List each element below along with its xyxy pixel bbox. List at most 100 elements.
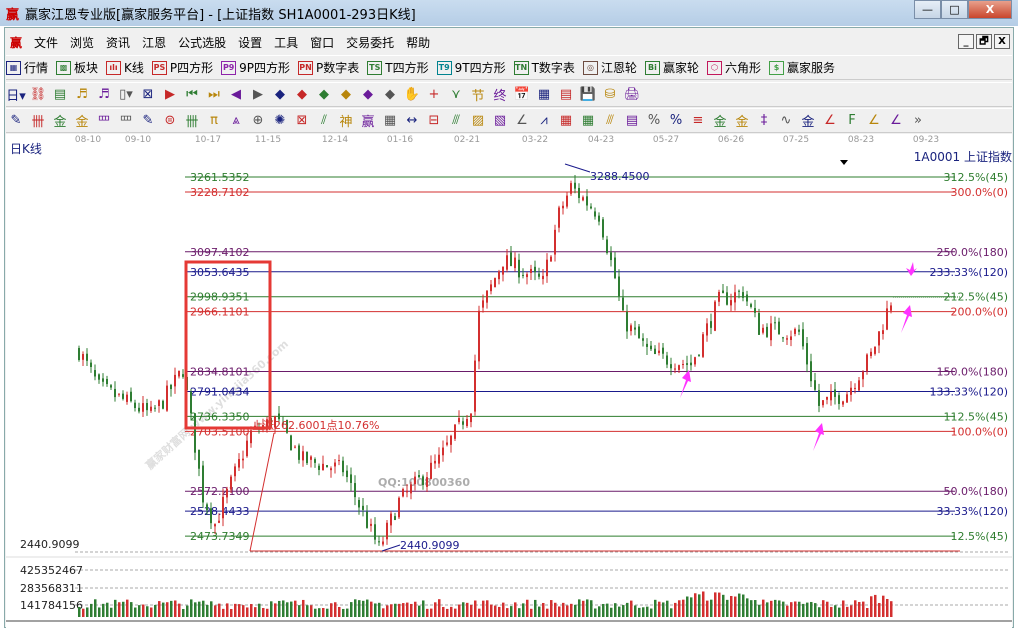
tool-icon[interactable]: + [428, 87, 440, 102]
tool-icon[interactable]: ▦ [537, 87, 551, 102]
tool-icon[interactable]: ⏭ [208, 87, 220, 102]
tool-icon[interactable]: 日▾ [6, 89, 26, 104]
tool-icon[interactable]: ◆ [363, 87, 373, 102]
tool-icon[interactable]: ⊜ [164, 113, 176, 128]
tool-icon[interactable]: ✎ [142, 113, 154, 128]
mdi-minimize-button[interactable]: _ [958, 34, 974, 49]
menu-item[interactable]: 设置 [238, 35, 263, 50]
toolbar-button[interactable]: PS P四方形 [151, 59, 213, 76]
mdi-restore-button[interactable]: 🗗 [976, 34, 992, 49]
tool-icon[interactable]: 罒 [97, 115, 111, 130]
toolbar-button[interactable]: Bi 赢家轮 [644, 59, 699, 76]
tool-icon[interactable]: ◆ [275, 87, 285, 102]
tool-icon[interactable]: 罒 [119, 115, 133, 130]
tool-icon[interactable]: ⏮ [186, 87, 198, 102]
tool-icon[interactable]: ⩓ [232, 113, 240, 128]
tool-icon[interactable]: ◆ [341, 87, 351, 102]
tool-icon[interactable]: ⋎ [451, 87, 461, 102]
mdi-close-button[interactable]: X [994, 34, 1010, 49]
menu-item[interactable]: 帮助 [406, 35, 431, 50]
tool-icon[interactable]: ▶ [165, 87, 175, 102]
tool-icon[interactable]: ⊟ [428, 113, 440, 128]
chart-area[interactable] [6, 134, 1012, 628]
tool-icon[interactable]: π [210, 113, 218, 128]
tool-icon[interactable]: 卌 [185, 115, 199, 130]
tool-icon[interactable]: ∠ [516, 113, 528, 128]
menu-item[interactable]: 江恩 [142, 35, 167, 50]
close-button[interactable]: X [968, 0, 1012, 19]
tool-icon[interactable]: 金 [75, 115, 89, 130]
tool-icon[interactable]: ‡ [760, 113, 768, 128]
tool-icon[interactable]: 金 [801, 115, 815, 130]
tool-icon[interactable]: ▦ [383, 113, 397, 128]
toolbar-button[interactable]: ⬡ 六角形 [706, 59, 761, 76]
tool-icon[interactable]: 终 [493, 89, 507, 104]
tool-icon[interactable]: 赢 [361, 115, 375, 130]
menu-item[interactable]: 工具 [274, 35, 299, 50]
tool-icon[interactable]: » [914, 113, 922, 128]
tool-icon[interactable]: ▨ [471, 113, 485, 128]
menu-item[interactable]: 文件 [34, 35, 59, 50]
tool-icon[interactable]: ∠ [868, 113, 880, 128]
menu-item[interactable]: 浏览 [70, 35, 95, 50]
tool-icon[interactable]: ✎ [10, 113, 22, 128]
tool-icon[interactable]: ⊠ [142, 87, 154, 102]
tool-icon[interactable]: ✋ [403, 87, 421, 102]
toolbar-button[interactable]: TN T数字表 [513, 59, 575, 76]
toolbar-button[interactable]: ◎ 江恩轮 [582, 59, 637, 76]
tool-icon[interactable]: ⩘ [540, 113, 548, 128]
minimize-button[interactable]: — [914, 0, 941, 19]
tool-icon[interactable]: 🖨 [623, 87, 641, 102]
tool-icon[interactable]: % [669, 113, 683, 128]
tool-icon[interactable]: ◆ [297, 87, 307, 102]
toolbar-button[interactable]: ▩ 板块 [56, 59, 98, 76]
tool-icon[interactable]: 神 [339, 115, 353, 130]
menu-item[interactable]: 交易委托 [346, 35, 395, 50]
toolbar-button[interactable]: PN P数字表 [298, 59, 359, 76]
tool-icon[interactable]: ▦ [559, 113, 573, 128]
tool-icon[interactable]: ⛓ [29, 87, 47, 102]
tool-icon[interactable]: ▶ [253, 87, 263, 102]
menu-item[interactable]: 窗口 [310, 35, 335, 50]
tool-icon[interactable]: 📅 [513, 87, 531, 102]
tool-icon[interactable]: ≡ [692, 113, 704, 128]
maximize-button[interactable]: □ [941, 0, 968, 19]
toolbar-button[interactable]: $ 赢家服务 [768, 59, 835, 76]
tool-icon[interactable]: 金 [53, 115, 67, 130]
tool-icon[interactable]: 节 [471, 89, 485, 104]
tool-icon[interactable]: ↔ [406, 113, 418, 128]
menu-item[interactable]: 资讯 [106, 35, 131, 50]
tool-icon[interactable]: ⫽ [321, 113, 327, 128]
tool-icon[interactable]: 金 [713, 115, 727, 130]
tool-icon[interactable]: ✺ [274, 113, 286, 128]
tool-icon[interactable]: ∠ [824, 113, 836, 128]
toolbar-button[interactable]: P9 9P四方形 [221, 59, 290, 76]
tool-icon[interactable]: ▦ [581, 113, 595, 128]
tool-icon[interactable]: ▯▾ [119, 87, 133, 102]
tool-icon[interactable]: ◀ [231, 87, 241, 102]
toolbar-button[interactable]: TS T四方形 [367, 59, 429, 76]
tool-icon[interactable]: ⫻ [452, 113, 460, 128]
toolbar-button[interactable]: ılı K线 [106, 59, 144, 76]
tool-icon[interactable]: ▧ [493, 113, 507, 128]
tool-icon[interactable]: ♬ [98, 87, 110, 102]
tool-icon[interactable]: 💾 [579, 87, 597, 102]
tool-icon[interactable]: % [647, 113, 661, 128]
tool-icon[interactable]: ▤ [559, 87, 573, 102]
tool-icon[interactable]: ▤ [53, 87, 67, 102]
tool-icon[interactable]: ∠ [890, 113, 902, 128]
tool-icon[interactable]: ◆ [385, 87, 395, 102]
tool-icon[interactable]: ♬ [76, 87, 88, 102]
toolbar-button[interactable]: T9 9T四方形 [436, 59, 506, 76]
tool-icon[interactable]: ⫻ [606, 113, 614, 128]
tool-icon[interactable]: F [848, 113, 856, 128]
tool-icon[interactable]: 卌 [31, 115, 45, 130]
tool-icon[interactable]: ⊠ [296, 113, 308, 128]
tool-icon[interactable]: ⊕ [252, 113, 264, 128]
tool-icon[interactable]: ▤ [625, 113, 639, 128]
tool-icon[interactable]: ⛁ [604, 87, 616, 102]
tool-icon[interactable]: ∿ [780, 113, 792, 128]
menu-item[interactable]: 公式选股 [178, 35, 227, 50]
toolbar-button[interactable]: ▦ 行情 [6, 59, 48, 76]
